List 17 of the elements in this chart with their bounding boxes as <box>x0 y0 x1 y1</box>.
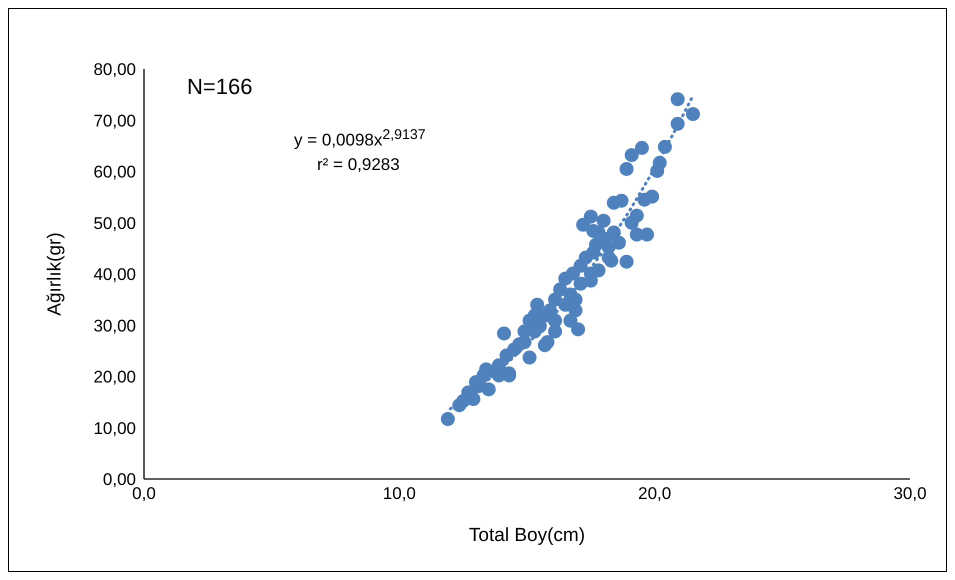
y-tick-label: 80,00 <box>93 60 136 80</box>
x-tick-label: 0,0 <box>132 484 156 504</box>
annotation: N=166 <box>187 74 252 100</box>
x-tick-label: 10,0 <box>382 484 416 504</box>
y-tick-label: 60,00 <box>93 162 136 182</box>
x-axis-title: Total Boy(cm) <box>468 525 586 546</box>
y-tick-label: 30,00 <box>93 316 136 336</box>
x-tick-label: 30,0 <box>893 484 927 504</box>
y-tick-label: 70,00 <box>93 111 136 130</box>
y-tick-label: 10,00 <box>93 418 136 438</box>
y-tick-label: 40,00 <box>93 265 136 284</box>
y-tick-label: 20,00 <box>93 368 136 387</box>
y-tick-label: 50,00 <box>93 214 136 233</box>
annotation: y = 0,0098x$^{2,9137}$ <box>294 127 426 151</box>
y-axis-title: Ağırlık(gr) <box>44 232 66 316</box>
x-tick-label: 20,0 <box>638 484 672 504</box>
annotation: r² = 0,9283 <box>317 155 400 175</box>
